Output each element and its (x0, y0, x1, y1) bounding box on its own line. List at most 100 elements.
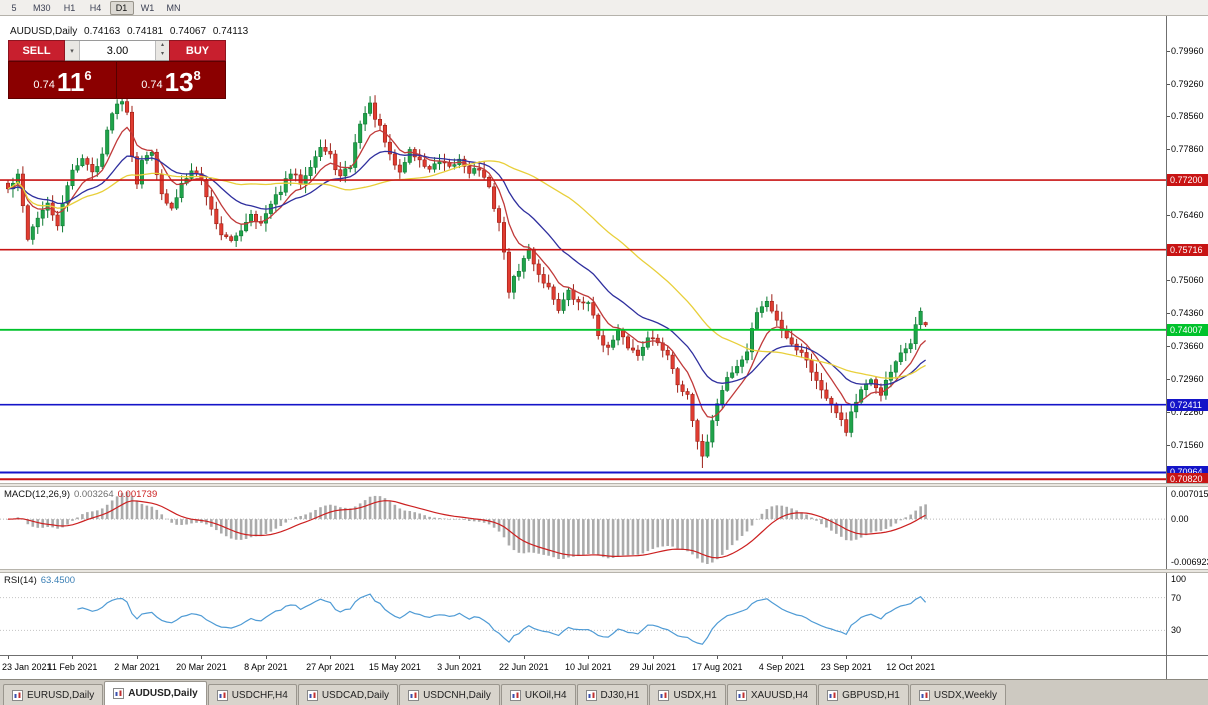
sell-price[interactable]: 0.74 11 6 (9, 62, 117, 98)
price-axis-label: 0.73660 (1171, 341, 1204, 352)
timeframe-button-d1[interactable]: D1 (109, 0, 134, 15)
volume-input[interactable]: 3.00 (106, 44, 129, 57)
ohlc-high: 0.74181 (126, 26, 164, 37)
timeframe-button-h4[interactable]: H4 (89, 2, 102, 13)
macd-signal-value: 0.001739 (117, 489, 158, 500)
time-axis-tick (846, 656, 848, 659)
chart-icon (585, 689, 597, 701)
macd-label: MACD(12,26,9) (4, 489, 70, 500)
time-axis-tick (781, 656, 783, 659)
chart-tab-label: GBPUSD,H1 (842, 689, 900, 701)
chart-tab-eurusd-daily[interactable]: EURUSD,Daily (3, 684, 104, 705)
price-badge-0.74007: 0.74007 (1167, 323, 1208, 336)
macd-chart[interactable] (0, 487, 1166, 569)
chart-icon (509, 689, 521, 701)
panel-splitter-rsi[interactable] (0, 569, 1208, 573)
timeframe-button-5[interactable]: 5 (11, 2, 17, 13)
chart-tab-usdcnh-daily[interactable]: USDCNH,Daily (399, 684, 500, 705)
price-axis-label: 0.78560 (1171, 111, 1204, 122)
price-axis-tick (1167, 83, 1170, 85)
chart-tab-label: USDCHF,H4 (231, 689, 288, 701)
price-axis-tick (1167, 50, 1170, 52)
sell-price-pipette: 6 (84, 68, 92, 83)
price-axis-label: 0.77860 (1171, 144, 1204, 155)
timeframe-button-h1[interactable]: H1 (63, 2, 76, 13)
price-axis-tick (1167, 149, 1170, 151)
buy-price-big: 13 (164, 67, 194, 97)
price-axis-label: 0.76460 (1171, 209, 1204, 220)
ma-44-line (7, 160, 926, 379)
time-axis[interactable]: 23 Jan 2021 11 Feb 2021 2 Mar 2021 20 Mar 2… (0, 655, 1208, 679)
timeframe-button-m30[interactable]: M30 (33, 2, 51, 13)
chart-tab-audusd-daily[interactable]: AUDUSD,Daily (104, 681, 207, 705)
chart-icon (113, 688, 125, 699)
time-axis-label: 15 May 2021 (368, 662, 421, 672)
price-axis-tick (1167, 378, 1170, 380)
time-axis-tick (717, 656, 719, 659)
time-axis-label: 12 Oct 2021 (886, 662, 936, 672)
time-axis-tick (330, 656, 332, 659)
sell-button[interactable]: SELL (8, 40, 65, 61)
chart-tab-dj30-h1[interactable]: DJ30,H1 (576, 684, 649, 705)
chart-tab-gbpusd-h1[interactable]: GBPUSD,H1 (818, 684, 909, 705)
chart-icon (306, 689, 318, 701)
price-chart[interactable] (0, 16, 1166, 483)
buy-price[interactable]: 0.74 13 8 (117, 62, 225, 98)
time-axis-label: 20 Mar 2021 (176, 662, 227, 672)
chart-title: AUDUSD,Daily (10, 26, 78, 37)
rsi-axis-label: 30 (1171, 625, 1182, 636)
time-axis-tick (523, 656, 525, 659)
chart-tab-label: USDCNH,Daily (423, 689, 491, 701)
sell-price-prefix: 0.74 (33, 79, 55, 91)
rsi-chart[interactable] (0, 573, 1166, 655)
panel-splitter-macd[interactable] (0, 483, 1208, 487)
price-axis-tick (1167, 116, 1170, 118)
price-axis-label: 0.75060 (1171, 275, 1204, 286)
timeframe-button-mn[interactable]: MN (166, 2, 181, 13)
trade-prices-row: 0.74 11 6 0.74 13 8 (8, 61, 226, 99)
rsi-axis-label: 70 (1171, 592, 1182, 603)
time-axis-label: 10 Jul 2021 (565, 662, 612, 672)
buy-button[interactable]: BUY (169, 40, 226, 61)
time-axis-label: 17 Aug 2021 (691, 662, 743, 672)
price-axis[interactable]: 0.799600.792600.785600.778600.771600.764… (1166, 16, 1208, 486)
rsi-axis[interactable]: 100 70 30 (1166, 573, 1208, 655)
time-axis-tick (652, 656, 654, 659)
time-axis-label: 29 Jul 2021 (629, 662, 677, 672)
chart-tab-ukoil-h4[interactable]: UKOil,H4 (500, 684, 576, 705)
buy-price-pipette: 8 (193, 68, 201, 83)
chart-tab-usdx-h1[interactable]: USDX,H1 (649, 684, 726, 705)
rsi-line (77, 593, 927, 645)
time-axis-tick (265, 656, 267, 659)
rsi-panel: 100 70 30 RSI(14) 63.4500 (0, 573, 1208, 655)
time-axis-tick (72, 656, 74, 659)
time-axis-tick (459, 656, 461, 659)
chart-icon (408, 689, 420, 701)
price-badge-0.70820: 0.70820 (1167, 473, 1208, 486)
spinner-down-icon[interactable]: ▾ (160, 51, 164, 57)
chart-tab-label: UKOil,H4 (524, 689, 567, 701)
chart-icon (918, 689, 930, 701)
spinner-up-icon[interactable]: ▴ (160, 42, 164, 48)
time-axis-label: 8 Apr 2021 (244, 662, 288, 672)
rsi-value: 63.4500 (40, 575, 76, 586)
macd-panel: 0.007015 0.00 -0.006923 MACD(12,26,9) 0.003… (0, 487, 1208, 569)
price-axis-label: 0.71560 (1171, 439, 1204, 450)
chart-tab-usdcad-daily[interactable]: USDCAD,Daily (297, 684, 399, 705)
chart-tab-xauusd-h4[interactable]: XAUUSD,H4 (726, 684, 818, 705)
time-axis-label: 2 Mar 2021 (114, 662, 160, 672)
price-badge-0.75716: 0.75716 (1167, 243, 1208, 256)
timeframe-button-w1[interactable]: W1 (140, 2, 155, 13)
price-axis-tick (1167, 214, 1170, 216)
chart-tab-usdchf-h4[interactable]: USDCHF,H4 (207, 684, 297, 705)
chart-icon (12, 689, 23, 701)
main-chart-panel: 0.799600.792600.785600.778600.771600.764… (0, 16, 1208, 486)
chart-tab-label: USDCAD,Daily (321, 689, 390, 701)
volume-control: ▾ 3.00 ▴ ▾ (65, 40, 169, 61)
macd-axis[interactable]: 0.007015 0.00 -0.006923 (1166, 487, 1208, 569)
volume-dropdown-icon[interactable]: ▾ (65, 41, 80, 60)
chart-tab-usdx-weekly[interactable]: USDX,Weekly (909, 684, 1007, 705)
price-axis-tick (1167, 444, 1170, 446)
chart-icon (735, 689, 747, 701)
